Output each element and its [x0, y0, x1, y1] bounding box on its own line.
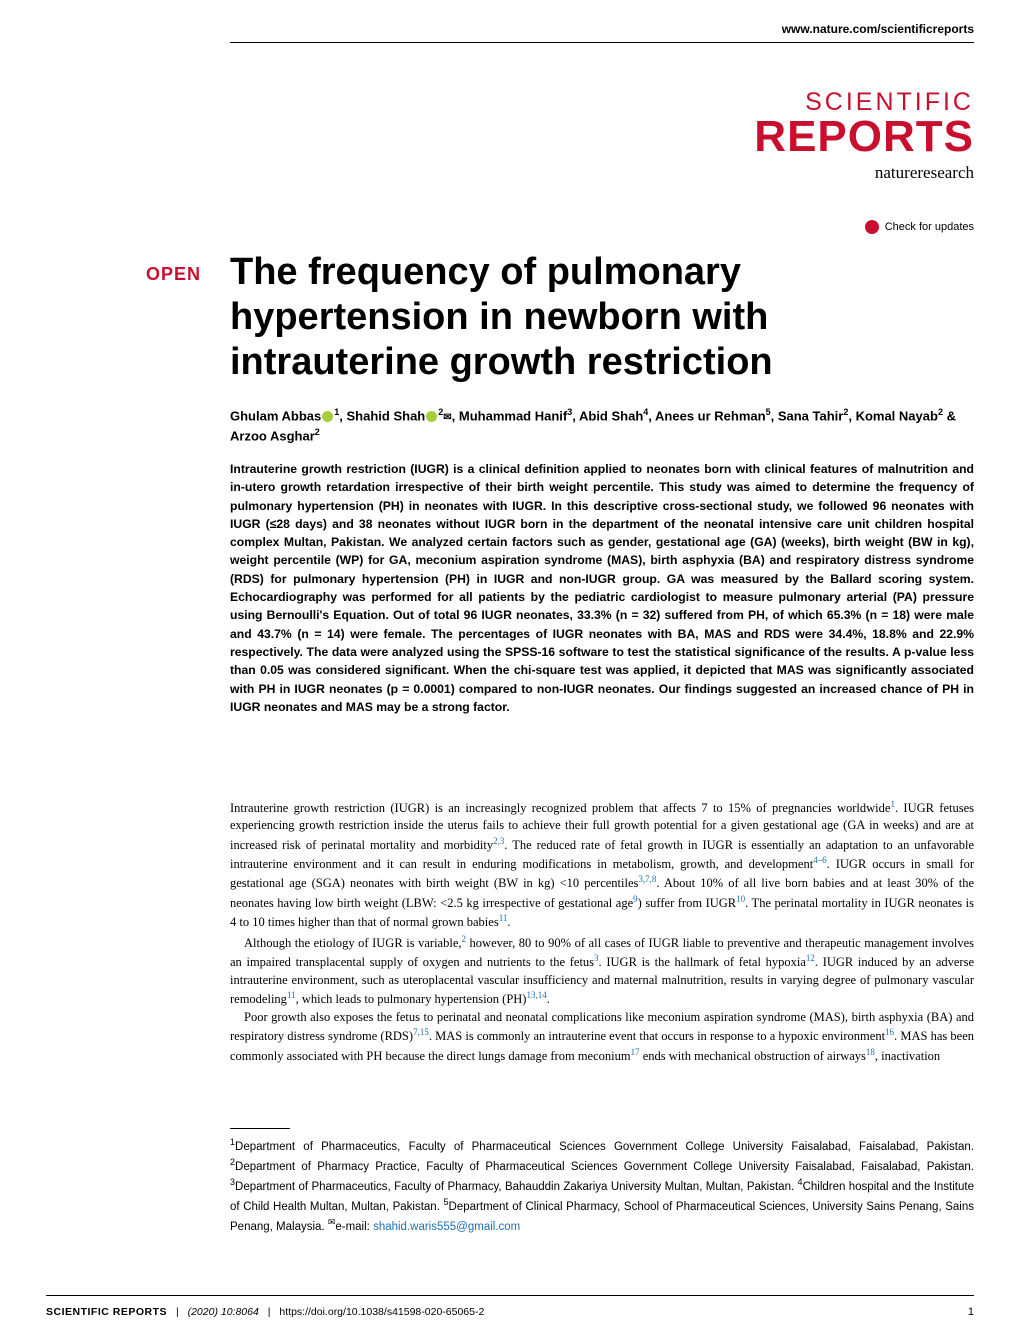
footer-year-vol: (2020) 10:8064	[188, 1306, 259, 1318]
body-paragraph-2: Although the etiology of IUGR is variabl…	[230, 933, 974, 1008]
journal-name-2: REPORTS	[754, 117, 974, 157]
journal-logo: SCIENTIFIC REPORTS natureresearch	[754, 88, 974, 183]
footer: SCIENTIFIC REPORTS | (2020) 10:8064 | ht…	[46, 1306, 974, 1318]
article-title: The frequency of pulmonary hypertension …	[230, 250, 974, 384]
footer-rule	[46, 1295, 974, 1296]
footer-citation: SCIENTIFIC REPORTS | (2020) 10:8064 | ht…	[46, 1306, 484, 1318]
check-updates-badge[interactable]: Check for updates	[865, 220, 974, 234]
authors-list: Ghulam Abbas1, Shahid Shah2✉, Muhammad H…	[230, 406, 974, 446]
footer-doi[interactable]: https://doi.org/10.1038/s41598-020-65065…	[279, 1306, 484, 1318]
footer-journal: SCIENTIFIC REPORTS	[46, 1306, 167, 1318]
body-paragraph-3: Poor growth also exposes the fetus to pe…	[230, 1009, 974, 1065]
body-text: Intrauterine growth restriction (IUGR) i…	[230, 798, 974, 1066]
header-rule	[230, 42, 974, 43]
open-access-badge: OPEN	[146, 264, 201, 285]
journal-url: www.nature.com/scientificreports	[782, 22, 974, 36]
body-paragraph-1: Intrauterine growth restriction (IUGR) i…	[230, 798, 974, 932]
affiliations-rule	[230, 1128, 290, 1129]
crossmark-icon	[865, 220, 879, 234]
page-number: 1	[968, 1306, 974, 1318]
journal-subbrand: natureresearch	[754, 163, 974, 183]
abstract-text: Intrauterine growth restriction (IUGR) i…	[230, 460, 974, 716]
affiliations: 1Department of Pharmaceutics, Faculty of…	[230, 1136, 974, 1236]
check-updates-label: Check for updates	[885, 221, 974, 233]
